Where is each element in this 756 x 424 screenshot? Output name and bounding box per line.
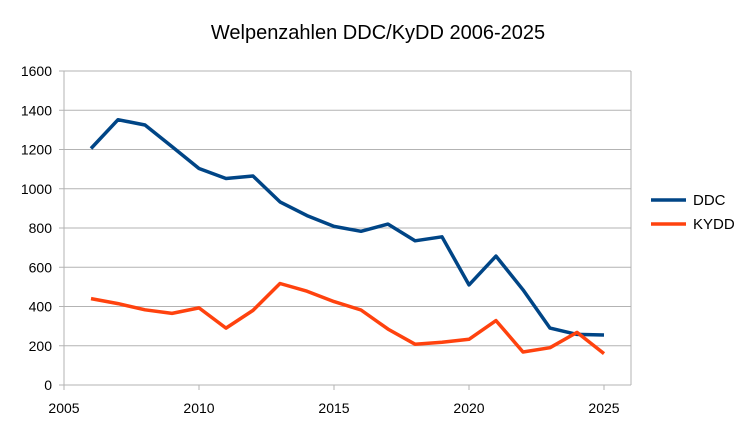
- x-tick-label: 2020: [453, 400, 484, 416]
- data-point-kydd: [306, 290, 309, 293]
- data-point-ddc: [414, 239, 417, 242]
- legend: DDC KYDD: [651, 192, 735, 233]
- data-point-ddc: [333, 225, 336, 228]
- data-point-ddc: [522, 288, 525, 291]
- data-point-kydd: [387, 328, 390, 331]
- data-point-kydd: [252, 309, 255, 312]
- data-point-ddc: [198, 167, 201, 170]
- data-point-ddc: [495, 255, 498, 258]
- data-point-kydd: [144, 308, 147, 311]
- data-point-ddc: [468, 283, 471, 286]
- data-point-kydd: [468, 338, 471, 341]
- data-point-ddc: [603, 333, 606, 336]
- data-point-ddc: [144, 123, 147, 126]
- axes: [59, 70, 632, 390]
- y-tick-label: 800: [29, 220, 53, 236]
- data-point-kydd: [441, 341, 444, 344]
- y-tick-label: 200: [29, 338, 53, 354]
- y-tick-label: 400: [29, 299, 53, 315]
- y-tick-label: 600: [29, 259, 53, 275]
- y-tick-label: 1600: [21, 63, 52, 79]
- data-point-ddc: [171, 145, 174, 148]
- x-tick-label: 2025: [588, 400, 619, 416]
- data-point-kydd: [225, 327, 228, 330]
- data-point-kydd: [360, 309, 363, 312]
- data-point-kydd: [522, 351, 525, 354]
- x-tick-label: 2005: [48, 400, 79, 416]
- data-point-kydd: [333, 300, 336, 303]
- data-point-kydd: [279, 282, 282, 285]
- data-point-kydd: [495, 319, 498, 322]
- data-point-kydd: [90, 297, 93, 300]
- data-point-kydd: [603, 352, 606, 355]
- data-series: [89, 117, 606, 355]
- data-point-kydd: [171, 312, 174, 315]
- data-point-ddc: [225, 177, 228, 180]
- data-point-kydd: [549, 346, 552, 349]
- data-point-kydd: [576, 331, 579, 334]
- data-point-kydd: [198, 306, 201, 309]
- series-line-ddc: [89, 117, 605, 337]
- data-point-ddc: [279, 200, 282, 203]
- data-point-ddc: [117, 118, 120, 121]
- y-tick-label: 1000: [21, 181, 52, 197]
- data-point-ddc: [441, 235, 444, 238]
- data-point-ddc: [306, 214, 309, 217]
- data-point-ddc: [360, 230, 363, 233]
- legend-label-ddc: DDC: [693, 192, 726, 209]
- data-point-ddc: [252, 174, 255, 177]
- tick-labels: 0 200 400 600 800 1000 1200 1400 1600 2005 2010 201…: [21, 63, 620, 416]
- data-point-kydd: [414, 343, 417, 346]
- y-tick-label: 1200: [21, 142, 52, 158]
- legend-label-kydd: KYDD: [693, 216, 735, 233]
- x-tick-label: 2015: [318, 400, 349, 416]
- data-point-kydd: [117, 302, 120, 305]
- y-tick-label: 0: [44, 377, 52, 393]
- data-point-ddc: [90, 147, 93, 150]
- data-point-ddc: [387, 223, 390, 226]
- series-line-kydd: [90, 281, 606, 355]
- data-point-ddc: [549, 327, 552, 330]
- chart-title: Welpenzahlen DDC/KyDD 2006-2025: [210, 22, 546, 44]
- x-tick-label: 2010: [183, 400, 214, 416]
- y-tick-label: 1400: [21, 102, 52, 118]
